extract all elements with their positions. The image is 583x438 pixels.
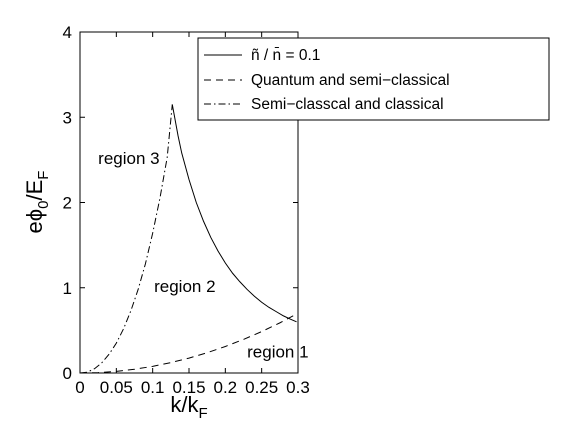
y-axis-label-main: eϕ <box>22 209 47 234</box>
legend: ñ / n̄ = 0.1 Quantum and semi−classical … <box>197 37 550 121</box>
y-tick-label: 1 <box>63 279 72 298</box>
region-label-2: region 2 <box>154 277 215 296</box>
x-tick-label: 0 <box>75 378 84 397</box>
x-axis-label-sub: F <box>198 405 207 422</box>
x-tick-label: 0.15 <box>172 378 205 397</box>
x-tick-label: 0.2 <box>214 378 238 397</box>
ticks-layer: 0 0.05 0.1 0.15 0.2 0.25 0.3 0 1 2 3 4 <box>63 23 310 397</box>
annotation-layer: region 3 region 2 region 1 <box>98 149 308 362</box>
series-line-dashdot <box>79 104 173 374</box>
x-tick-label: 0.3 <box>286 378 310 397</box>
y-tick-label: 0 <box>63 364 72 383</box>
y-axis-label-sub0: 0 <box>35 201 52 209</box>
x-tick-label: 0.25 <box>245 378 278 397</box>
y-tick-label: 4 <box>63 23 72 42</box>
x-axis-label-main: k/k <box>170 392 199 417</box>
x-tick-label: 0.1 <box>141 378 165 397</box>
y-axis-label: eϕ0/EF <box>22 171 52 234</box>
series-line-solid <box>171 104 297 323</box>
legend-entry-0: ñ / n̄ = 0.1 <box>251 47 320 64</box>
y-tick-label: 2 <box>63 194 72 213</box>
legend-entry-1: Quantum and semi−classical <box>251 72 450 89</box>
y-axis-label-sub1: F <box>35 171 52 180</box>
x-tick-label: 0.05 <box>100 378 133 397</box>
legend-entry-2: Semi−classcal and classical <box>251 96 444 113</box>
y-tick-label: 3 <box>63 108 72 127</box>
y-axis-label-slash: /E <box>22 180 47 201</box>
region-label-1: region 3 <box>98 149 159 168</box>
region-label-3: region 1 <box>247 343 308 362</box>
x-axis-label: k/kF <box>170 392 207 422</box>
legend-box <box>197 37 550 121</box>
